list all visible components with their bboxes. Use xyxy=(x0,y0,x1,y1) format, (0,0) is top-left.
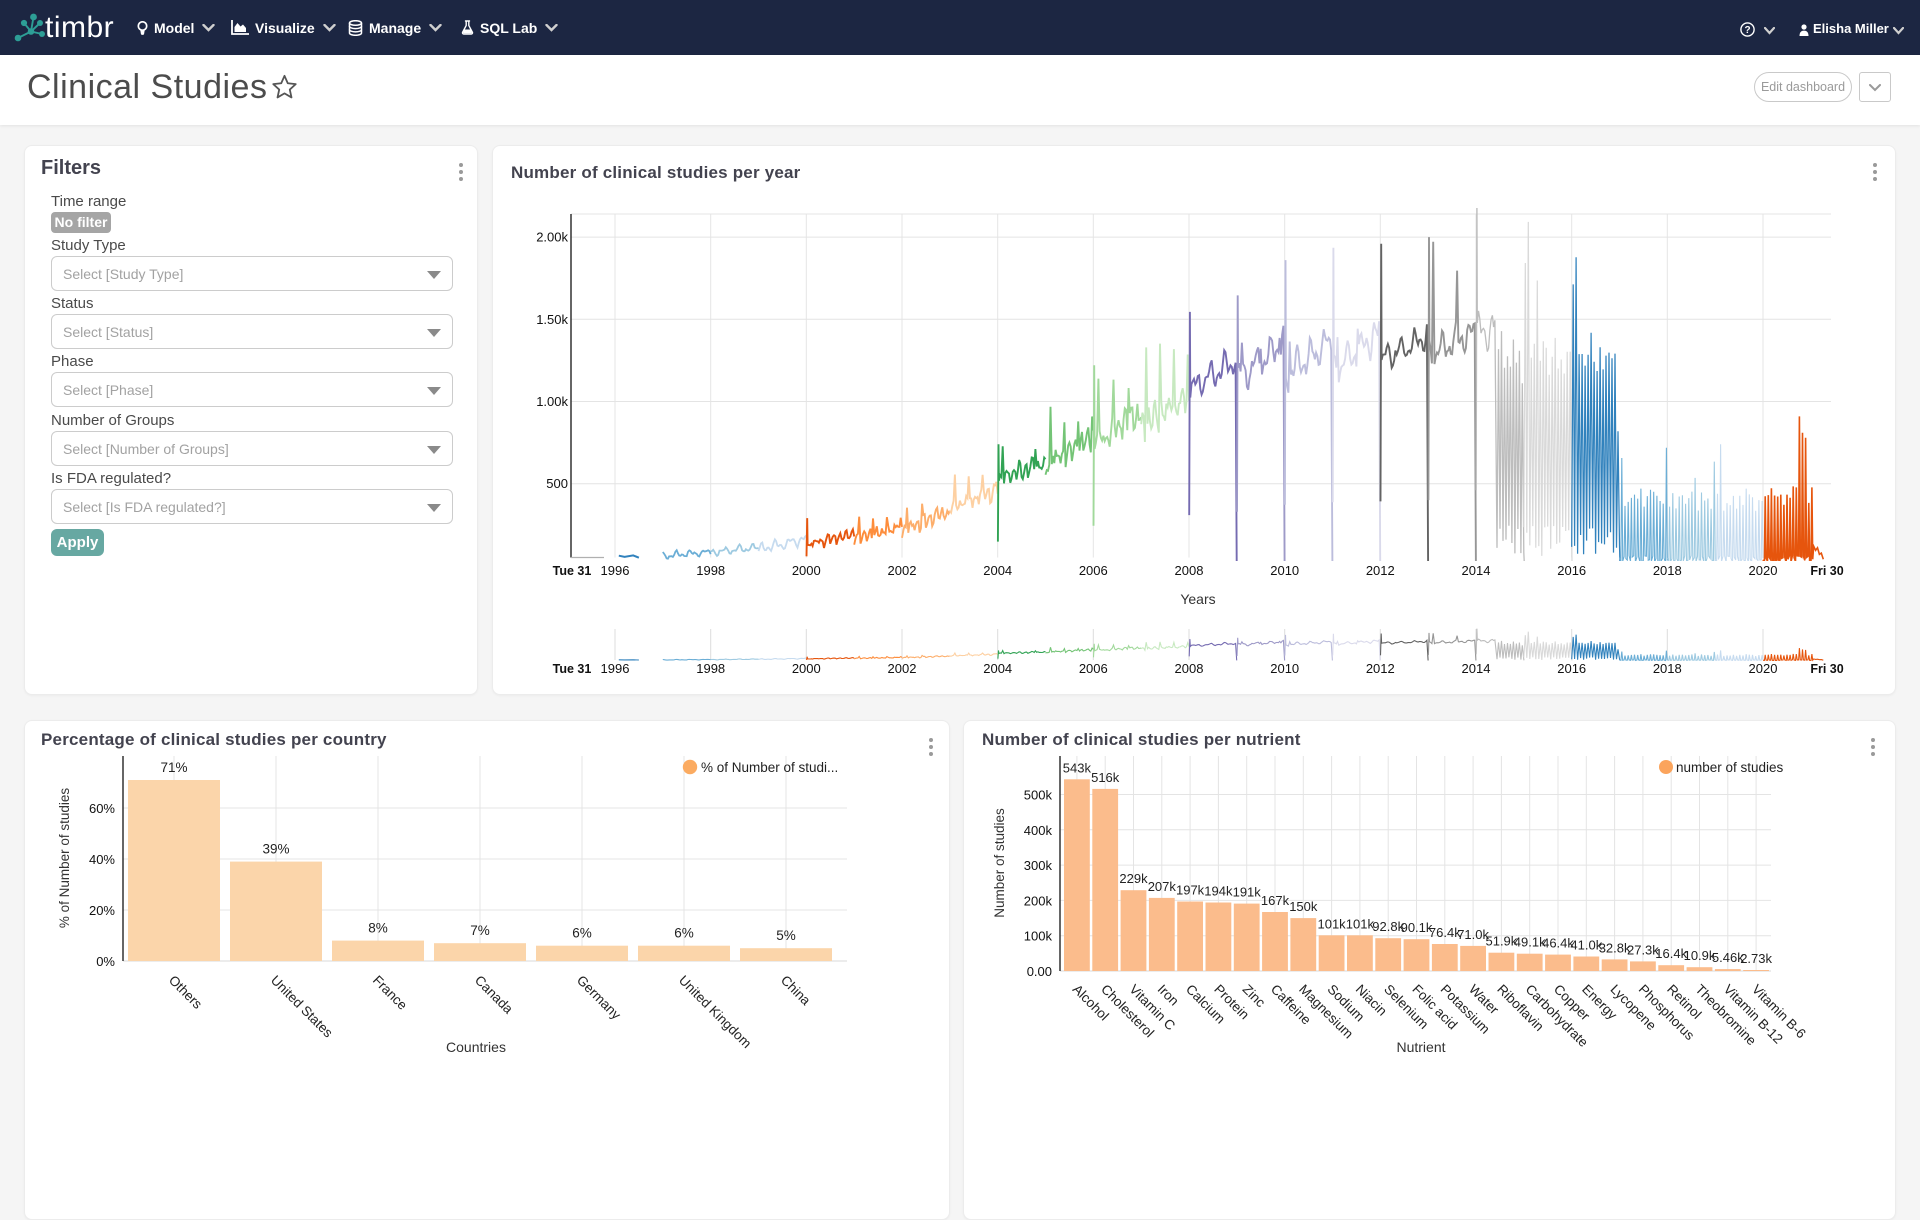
svg-text:United States: United States xyxy=(268,973,336,1041)
svg-text:32.8k: 32.8k xyxy=(1599,940,1631,955)
svg-text:516k: 516k xyxy=(1091,770,1120,785)
svg-text:Countries: Countries xyxy=(446,1039,506,1055)
svg-text:27.3k: 27.3k xyxy=(1627,942,1659,957)
svg-text:400k: 400k xyxy=(1024,823,1053,838)
svg-text:5%: 5% xyxy=(776,928,796,943)
svg-text:2018: 2018 xyxy=(1653,661,1682,676)
svg-text:300k: 300k xyxy=(1024,858,1053,873)
svg-text:229k: 229k xyxy=(1119,871,1148,886)
svg-text:2020: 2020 xyxy=(1749,563,1778,578)
svg-text:1998: 1998 xyxy=(696,563,725,578)
svg-text:2012: 2012 xyxy=(1366,661,1395,676)
svg-text:2004: 2004 xyxy=(983,563,1012,578)
svg-text:1996: 1996 xyxy=(601,563,630,578)
svg-text:2008: 2008 xyxy=(1175,563,1204,578)
svg-text:2014: 2014 xyxy=(1462,563,1491,578)
svg-text:197k: 197k xyxy=(1176,883,1205,898)
svg-text:France: France xyxy=(370,973,410,1013)
svg-text:7%: 7% xyxy=(470,923,490,938)
svg-text:101k: 101k xyxy=(1317,916,1346,931)
svg-text:0.00: 0.00 xyxy=(1027,964,1052,979)
svg-text:10.9k: 10.9k xyxy=(1684,948,1716,963)
svg-text:Years: Years xyxy=(1180,591,1215,607)
svg-text:200k: 200k xyxy=(1024,893,1053,908)
svg-text:2016: 2016 xyxy=(1557,661,1586,676)
svg-text:2008: 2008 xyxy=(1175,661,1204,676)
svg-text:40%: 40% xyxy=(89,852,115,867)
svg-text:150k: 150k xyxy=(1289,899,1318,914)
svg-text:1996: 1996 xyxy=(601,661,630,676)
svg-text:41.0k: 41.0k xyxy=(1570,938,1602,953)
svg-text:51.9k: 51.9k xyxy=(1485,934,1517,949)
svg-text:2020: 2020 xyxy=(1749,661,1778,676)
svg-text:20%: 20% xyxy=(89,903,115,918)
svg-text:5.46k: 5.46k xyxy=(1712,950,1744,965)
svg-text:2018: 2018 xyxy=(1653,563,1682,578)
svg-text:% of Number of studies: % of Number of studies xyxy=(57,788,72,929)
svg-text:2014: 2014 xyxy=(1462,661,1491,676)
svg-text:Others: Others xyxy=(166,973,205,1012)
svg-text:8%: 8% xyxy=(368,921,388,936)
svg-text:90.1k: 90.1k xyxy=(1401,920,1433,935)
svg-text:207k: 207k xyxy=(1148,879,1177,894)
svg-text:39%: 39% xyxy=(262,842,289,857)
svg-text:71%: 71% xyxy=(160,760,187,775)
svg-text:2016: 2016 xyxy=(1557,563,1586,578)
svg-text:2000: 2000 xyxy=(792,661,821,676)
svg-text:United Kingdom: United Kingdom xyxy=(676,973,755,1052)
svg-text:167k: 167k xyxy=(1261,893,1290,908)
svg-text:% of Number of studi...: % of Number of studi... xyxy=(701,760,838,775)
svg-text:?: ? xyxy=(1744,25,1750,36)
svg-text:191k: 191k xyxy=(1233,885,1262,900)
svg-text:2010: 2010 xyxy=(1270,661,1299,676)
svg-text:Fri 30: Fri 30 xyxy=(1810,564,1843,578)
svg-text:Fri 30: Fri 30 xyxy=(1810,662,1843,676)
svg-text:1.50k: 1.50k xyxy=(536,312,568,327)
svg-text:76.4k: 76.4k xyxy=(1429,925,1461,940)
svg-text:Canada: Canada xyxy=(472,973,516,1017)
svg-text:1.00k: 1.00k xyxy=(536,394,568,409)
svg-text:China: China xyxy=(778,973,814,1009)
svg-text:92.8k: 92.8k xyxy=(1372,919,1404,934)
svg-text:60%: 60% xyxy=(89,801,115,816)
svg-text:2006: 2006 xyxy=(1079,661,1108,676)
svg-text:2010: 2010 xyxy=(1270,563,1299,578)
svg-text:2002: 2002 xyxy=(888,661,917,676)
svg-text:46.4k: 46.4k xyxy=(1542,936,1574,951)
svg-text:16.4k: 16.4k xyxy=(1655,946,1687,961)
svg-text:71.0k: 71.0k xyxy=(1457,927,1489,942)
svg-text:500: 500 xyxy=(546,476,568,491)
svg-text:6%: 6% xyxy=(674,926,694,941)
svg-text:2002: 2002 xyxy=(888,563,917,578)
svg-text:49.1k: 49.1k xyxy=(1514,935,1546,950)
svg-text:500k: 500k xyxy=(1024,788,1053,803)
svg-text:100k: 100k xyxy=(1024,929,1053,944)
svg-text:Tue 31: Tue 31 xyxy=(553,564,592,578)
svg-text:number of studies: number of studies xyxy=(1676,760,1784,775)
svg-text:Number of studies: Number of studies xyxy=(992,808,1007,918)
svg-text:Nutrient: Nutrient xyxy=(1396,1039,1445,1055)
svg-text:194k: 194k xyxy=(1204,884,1233,899)
svg-text:Germany: Germany xyxy=(574,973,624,1023)
svg-text:2.73k: 2.73k xyxy=(1740,951,1772,966)
svg-text:2.00k: 2.00k xyxy=(536,230,568,245)
svg-text:2000: 2000 xyxy=(792,563,821,578)
svg-text:543k: 543k xyxy=(1063,760,1092,775)
svg-text:2004: 2004 xyxy=(983,661,1012,676)
svg-text:6%: 6% xyxy=(572,926,592,941)
svg-text:1998: 1998 xyxy=(696,661,725,676)
svg-text:2012: 2012 xyxy=(1366,563,1395,578)
svg-text:Tue 31: Tue 31 xyxy=(553,662,592,676)
svg-text:2006: 2006 xyxy=(1079,563,1108,578)
svg-text:0%: 0% xyxy=(96,954,115,969)
svg-text:101k: 101k xyxy=(1346,916,1375,931)
